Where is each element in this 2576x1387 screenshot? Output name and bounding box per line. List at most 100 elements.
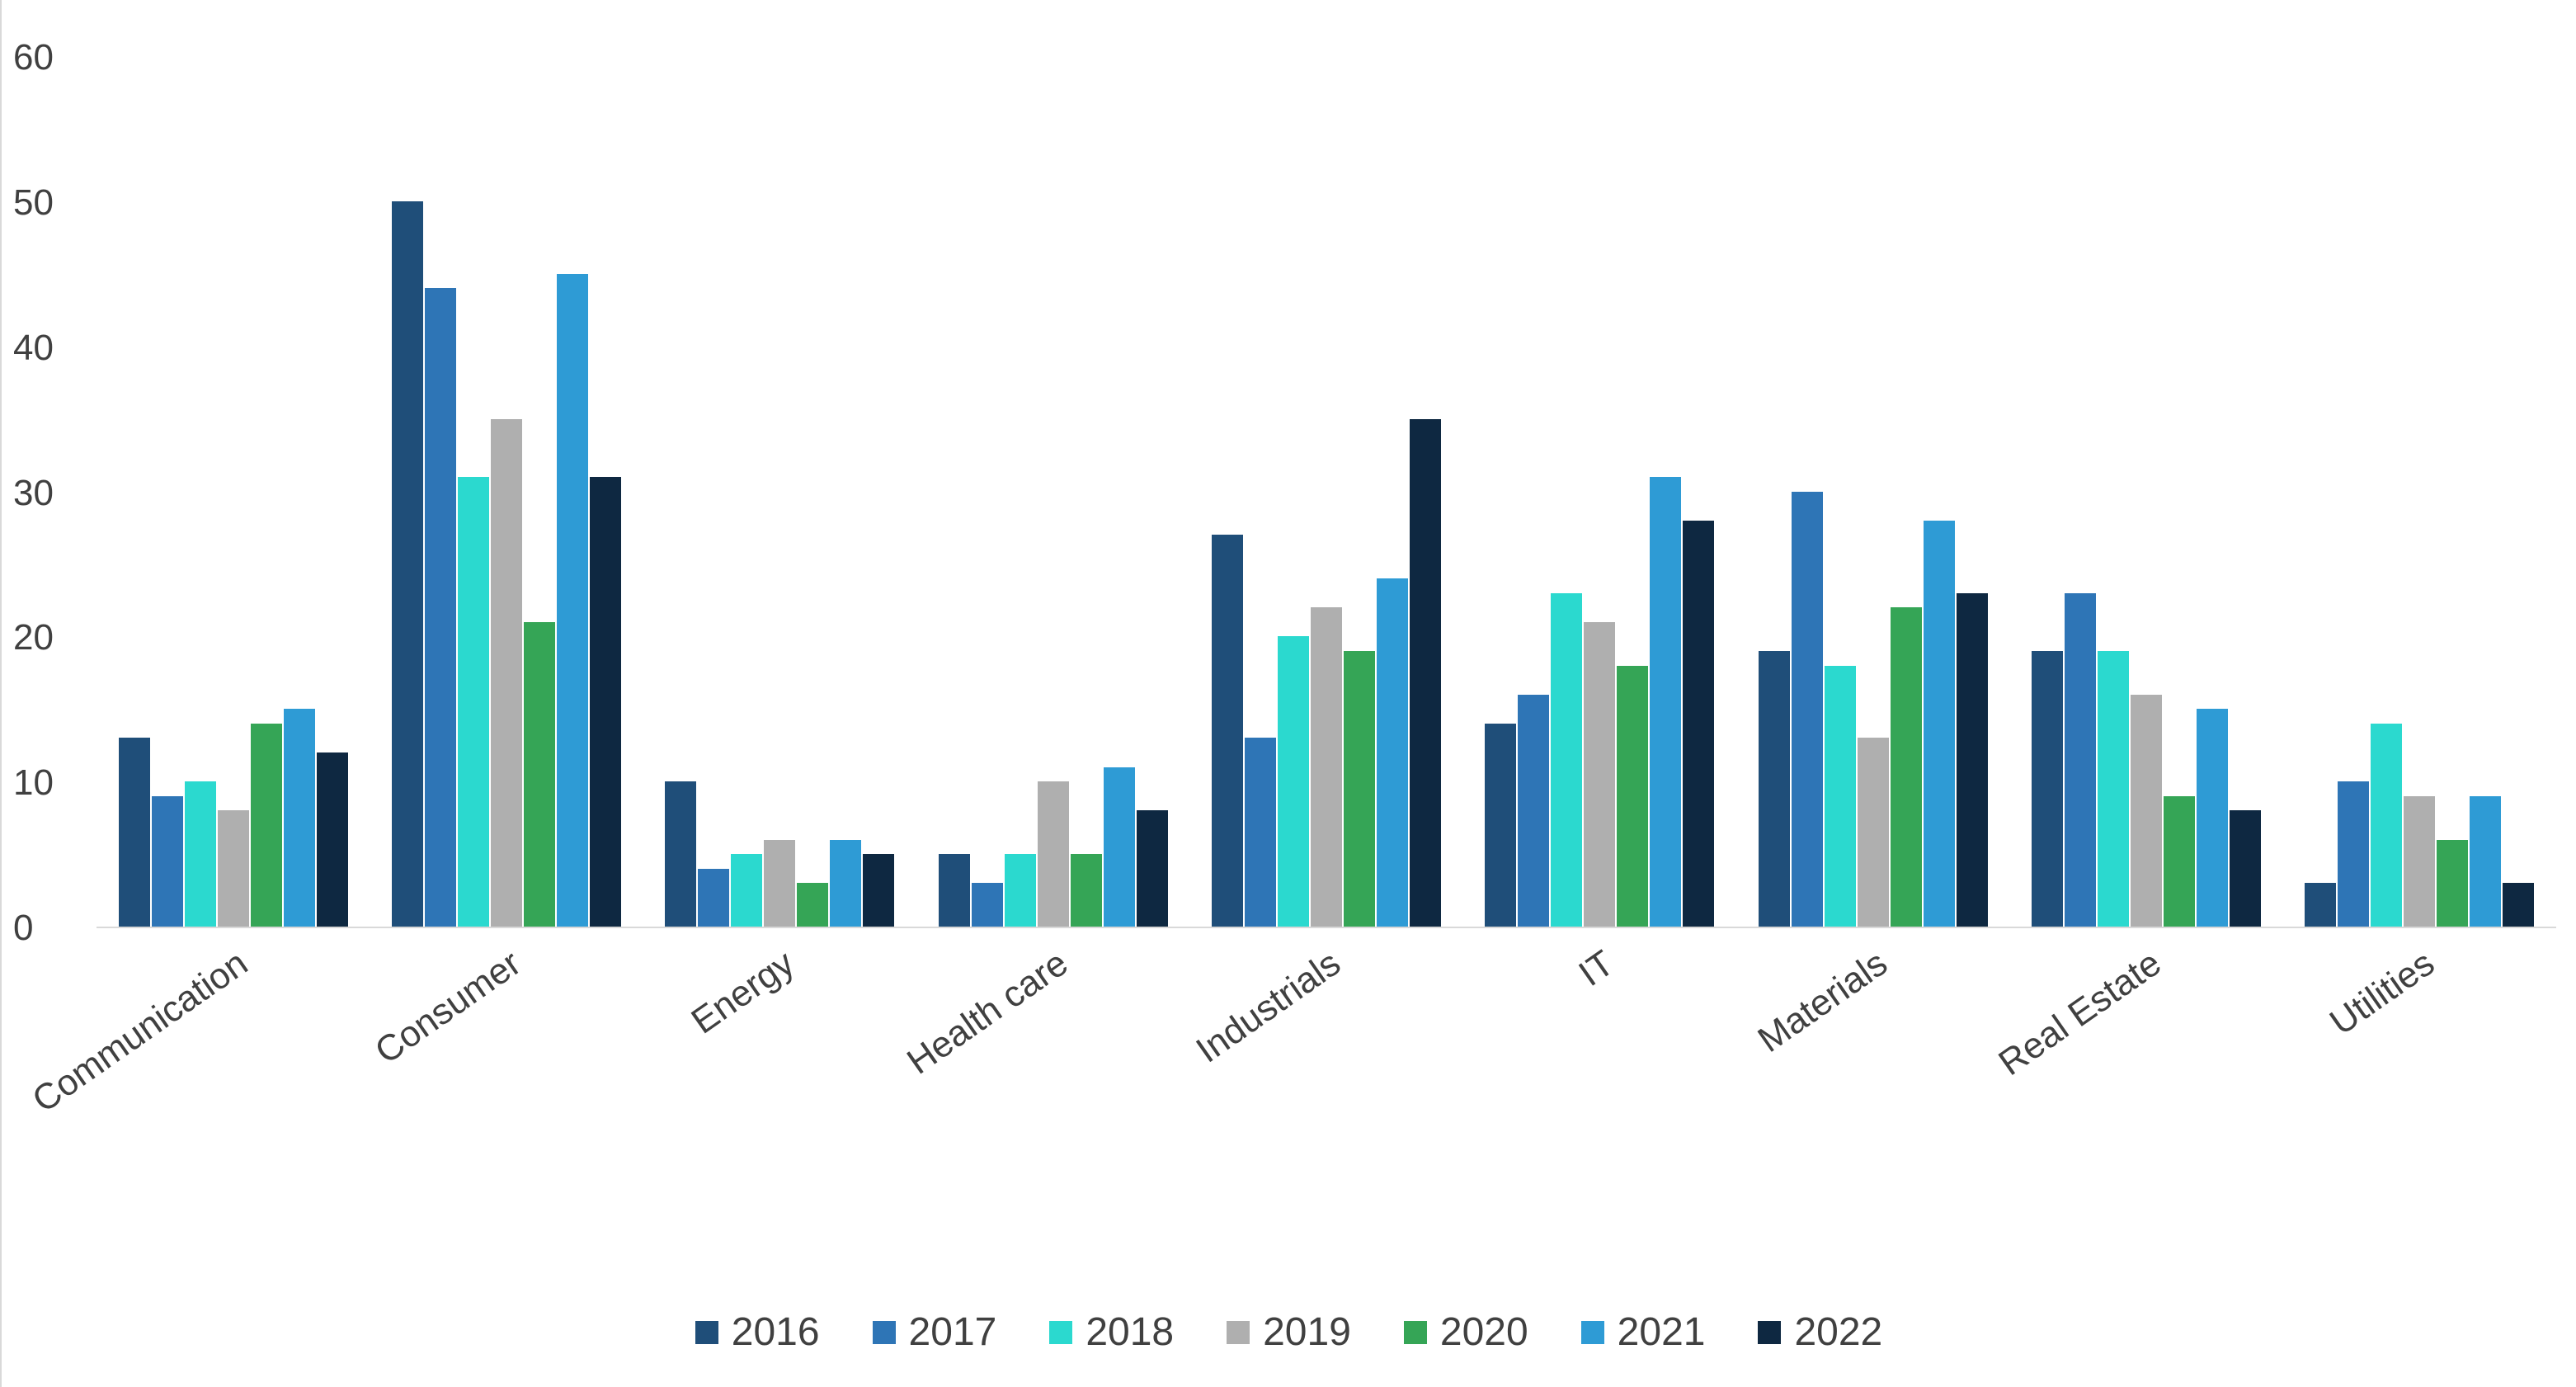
y-tick-label: 0 — [13, 908, 34, 948]
category-label: Utilities — [2322, 942, 2442, 1044]
y-tick-label: 10 — [13, 762, 54, 804]
chart-body: 0 10 20 30 40 50 60 Communication Consumer Energ… — [2, 40, 2556, 1120]
bar-2018 — [184, 781, 216, 927]
bar-2019 — [2404, 795, 2436, 927]
y-tick-label: 60 — [13, 37, 54, 78]
bar-2018 — [1551, 592, 1583, 927]
bar-2016 — [391, 201, 423, 927]
bar-2021 — [830, 839, 862, 927]
bar-group: Utilities — [2283, 58, 2556, 1043]
bar-2016 — [1211, 535, 1243, 927]
bar-2022 — [2229, 810, 2261, 927]
bar-2020 — [797, 883, 829, 927]
legend-swatch-icon — [1580, 1321, 1604, 1344]
bar-2019 — [1584, 621, 1616, 927]
bar-group: Health care — [900, 58, 1189, 1083]
bar-2017 — [698, 868, 730, 927]
bar-2020 — [2163, 795, 2195, 927]
bar-group: Real Estate — [1991, 58, 2282, 1083]
legend-item-2016: 2016 — [695, 1313, 820, 1352]
category-label: Materials — [1750, 942, 1896, 1061]
bar-2022 — [1683, 520, 1715, 927]
bar-2017 — [1244, 738, 1276, 927]
bar-2021 — [2470, 795, 2502, 927]
legend-swatch-icon — [1227, 1321, 1250, 1344]
bar-2020 — [523, 621, 555, 927]
legend-swatch-icon — [872, 1321, 896, 1344]
legend-swatch-icon — [1403, 1321, 1427, 1344]
bar-2021 — [1923, 520, 1955, 927]
bar-group: IT — [1463, 58, 1736, 994]
bar-2017 — [1518, 694, 1550, 927]
bar-2016 — [118, 738, 150, 927]
bar-group: Materials — [1736, 58, 2009, 1060]
bar-2022 — [1409, 418, 1441, 927]
bar-2018 — [2371, 723, 2403, 927]
bar-2022 — [863, 854, 895, 927]
legend-label: 2020 — [1439, 1310, 1528, 1354]
legend-item-2022: 2022 — [1758, 1313, 1882, 1352]
bar-2018 — [2097, 650, 2129, 927]
bar-2017 — [2338, 781, 2370, 927]
bar-2017 — [2064, 592, 2096, 927]
legend-item-2020: 2020 — [1403, 1310, 1528, 1354]
bar-2019 — [1857, 738, 1889, 927]
bar-2019 — [1310, 607, 1342, 927]
legend-label: 2018 — [1085, 1310, 1175, 1354]
bar-2018 — [457, 476, 489, 927]
bar-2020 — [1343, 650, 1375, 927]
bar-2016 — [2305, 883, 2337, 927]
y-tick-label: 50 — [13, 182, 54, 223]
bar-2020 — [1070, 854, 1102, 927]
bar-2017 — [424, 288, 456, 927]
legend: 2016 2017 2018 2019 2020 2021 2022 — [2, 1313, 2576, 1352]
legend-item-2019: 2019 — [1227, 1313, 1351, 1352]
category-label: Real Estate — [1990, 942, 2169, 1084]
bar-2021 — [556, 273, 588, 927]
bar-2022 — [316, 752, 348, 927]
category-label: Health care — [899, 942, 1076, 1083]
legend-swatch-icon — [1758, 1321, 1782, 1344]
legend-label: 2017 — [908, 1310, 997, 1354]
bar-2019 — [217, 810, 249, 927]
bar-2016 — [2031, 650, 2063, 927]
legend-item-2017: 2017 — [872, 1310, 997, 1354]
bar-2017 — [971, 883, 1003, 927]
bar-2018 — [1004, 854, 1036, 927]
bar-2022 — [1136, 810, 1168, 927]
y-tick-label: 30 — [13, 472, 54, 513]
bar-2021 — [1376, 578, 1408, 927]
bar-group: Energy — [643, 58, 916, 1042]
y-axis: 0 10 20 30 40 50 60 — [2, 40, 97, 946]
bar-2020 — [250, 723, 282, 927]
bar-2016 — [1758, 650, 1790, 927]
bar-2019 — [2130, 694, 2162, 927]
legend-label: 2016 — [731, 1310, 820, 1354]
bar-2016 — [938, 854, 970, 927]
bar-2022 — [1956, 592, 1988, 927]
category-label: Industrials — [1189, 942, 1349, 1071]
bar-2021 — [1103, 767, 1135, 927]
bar-2020 — [2437, 839, 2469, 927]
bar-2019 — [764, 839, 796, 927]
bar-2017 — [1791, 491, 1823, 927]
bar-2022 — [2503, 883, 2535, 927]
bar-2021 — [283, 709, 315, 927]
legend-label: 2021 — [1617, 1310, 1706, 1354]
legend-swatch-icon — [1049, 1321, 1073, 1344]
bar-2016 — [665, 781, 697, 927]
category-label: Energy — [684, 942, 802, 1042]
bar-2018 — [731, 854, 763, 927]
bar-2020 — [1617, 665, 1649, 927]
bar-2019 — [490, 418, 522, 927]
category-label: Communication — [25, 942, 256, 1121]
category-label: Consumer — [368, 942, 529, 1073]
bar-group: Communication — [26, 58, 370, 1120]
legend-item-2018: 2018 — [1049, 1313, 1174, 1352]
category-label: IT — [1571, 942, 1622, 995]
y-tick-label: 20 — [13, 617, 54, 658]
bar-2020 — [1890, 607, 1922, 927]
bar-2021 — [2196, 709, 2228, 927]
bar-2019 — [1037, 781, 1069, 927]
